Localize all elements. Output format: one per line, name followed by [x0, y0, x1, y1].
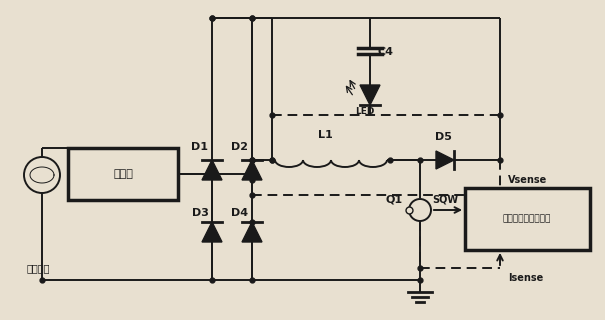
- Text: LED: LED: [355, 108, 374, 116]
- Text: D5: D5: [435, 132, 452, 142]
- Text: D3: D3: [192, 208, 209, 218]
- Polygon shape: [436, 151, 454, 169]
- Polygon shape: [242, 160, 262, 180]
- Text: D2: D2: [232, 142, 249, 152]
- Polygon shape: [242, 222, 262, 242]
- Text: 输入电压: 输入电压: [26, 263, 50, 273]
- Text: 调光器: 调光器: [113, 169, 133, 179]
- Text: Isense: Isense: [508, 273, 543, 283]
- Text: D4: D4: [232, 208, 249, 218]
- Bar: [465, 188, 590, 250]
- Polygon shape: [202, 222, 222, 242]
- Text: 混合电流基准控制器: 混合电流基准控制器: [503, 214, 551, 223]
- Text: C4: C4: [378, 47, 394, 57]
- Text: Vsense: Vsense: [508, 175, 548, 185]
- Text: SQW: SQW: [432, 195, 458, 205]
- Text: Q1: Q1: [386, 195, 403, 205]
- Polygon shape: [360, 85, 380, 105]
- Text: L1: L1: [318, 130, 332, 140]
- Bar: [68, 148, 178, 200]
- Text: D1: D1: [192, 142, 209, 152]
- Polygon shape: [202, 160, 222, 180]
